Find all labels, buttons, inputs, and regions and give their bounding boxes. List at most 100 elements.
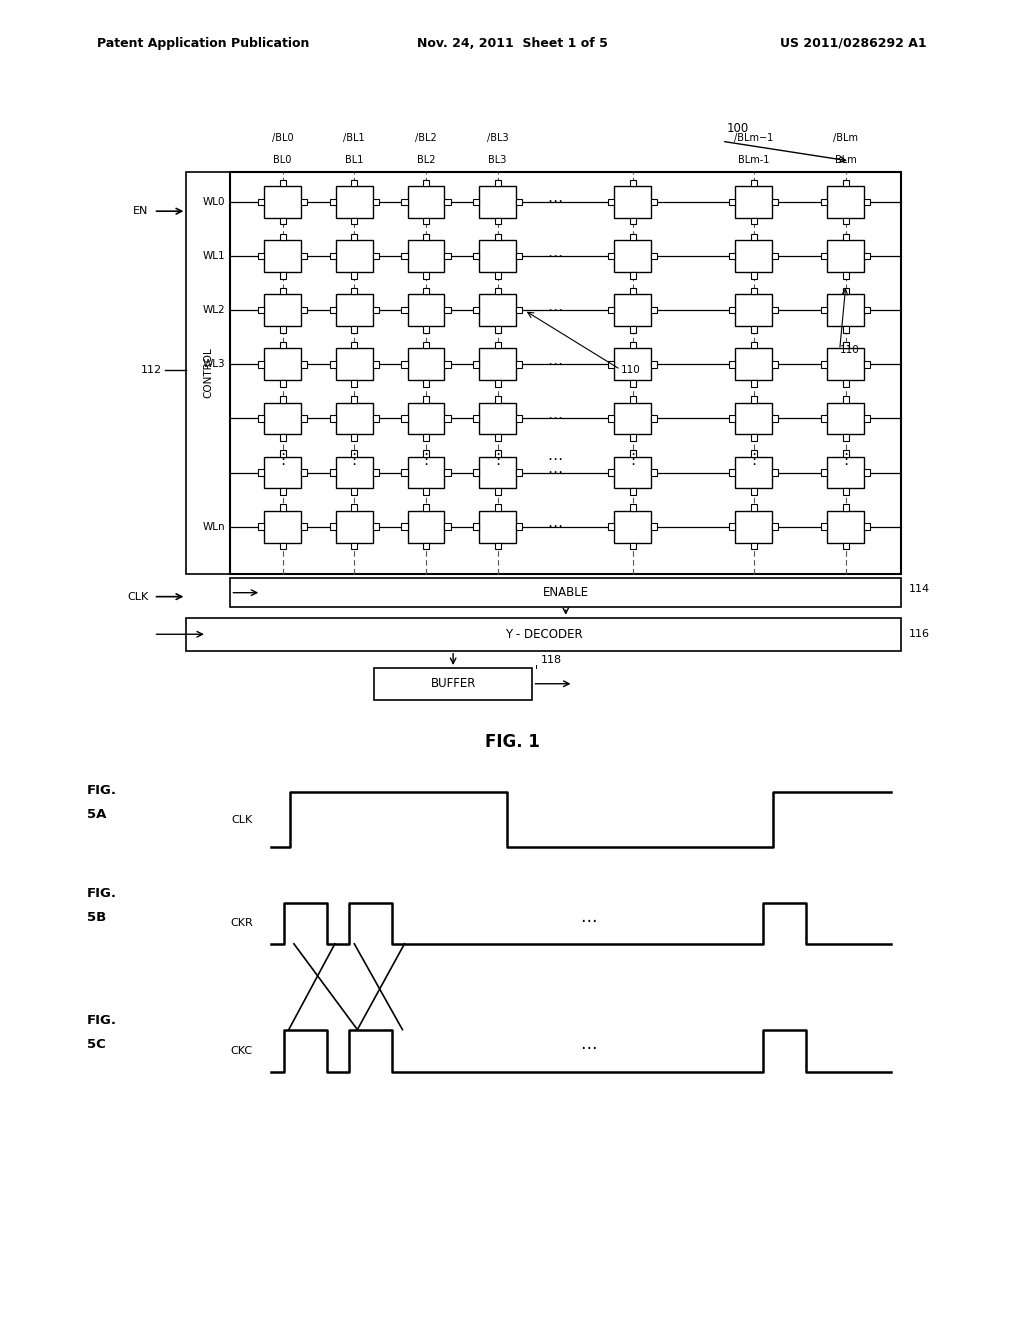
Bar: [264, 294, 301, 326]
Bar: [608, 199, 614, 205]
Bar: [751, 218, 757, 224]
Bar: [843, 396, 849, 403]
Text: BL2: BL2: [417, 154, 435, 165]
Bar: [729, 199, 735, 205]
Bar: [280, 380, 286, 387]
Bar: [772, 523, 778, 529]
Text: /BLm−1: /BLm−1: [734, 132, 773, 143]
Text: BL3: BL3: [488, 154, 507, 165]
Bar: [401, 469, 408, 475]
Bar: [479, 240, 516, 272]
Bar: [336, 240, 373, 272]
Bar: [651, 360, 657, 367]
Text: FIG.: FIG.: [87, 887, 117, 900]
Bar: [373, 253, 379, 259]
Text: BLm: BLm: [835, 154, 857, 165]
Text: FIG.: FIG.: [87, 784, 117, 797]
Bar: [408, 186, 444, 218]
Bar: [630, 488, 636, 495]
Bar: [408, 348, 444, 380]
Bar: [821, 414, 827, 421]
Bar: [280, 504, 286, 511]
Text: 112: 112: [140, 364, 162, 375]
Bar: [864, 469, 870, 475]
Bar: [423, 326, 429, 333]
Bar: [373, 469, 379, 475]
Text: FIG. 1: FIG. 1: [484, 733, 540, 751]
Bar: [280, 543, 286, 549]
Bar: [351, 396, 357, 403]
Bar: [516, 469, 522, 475]
Bar: [495, 180, 501, 186]
Bar: [751, 180, 757, 186]
Bar: [351, 326, 357, 333]
Text: Nov. 24, 2011  Sheet 1 of 5: Nov. 24, 2011 Sheet 1 of 5: [417, 37, 607, 50]
Bar: [258, 253, 264, 259]
Bar: [630, 272, 636, 279]
Bar: [280, 488, 286, 495]
Text: 5C: 5C: [87, 1038, 105, 1051]
Bar: [827, 457, 864, 488]
Bar: [186, 172, 230, 574]
Bar: [772, 414, 778, 421]
Bar: [264, 511, 301, 543]
Bar: [651, 253, 657, 259]
Bar: [772, 199, 778, 205]
Bar: [408, 294, 444, 326]
Text: ⋯: ⋯: [548, 465, 562, 480]
Bar: [729, 306, 735, 313]
Bar: [408, 511, 444, 543]
Bar: [630, 380, 636, 387]
Bar: [843, 543, 849, 549]
Bar: [751, 434, 757, 441]
Bar: [330, 360, 336, 367]
Text: /BL0: /BL0: [271, 132, 294, 143]
Bar: [608, 253, 614, 259]
Bar: [614, 186, 651, 218]
Bar: [351, 543, 357, 549]
Bar: [280, 234, 286, 240]
Bar: [751, 488, 757, 495]
Bar: [473, 523, 479, 529]
Bar: [827, 294, 864, 326]
Bar: [751, 272, 757, 279]
Bar: [301, 199, 307, 205]
Text: ⋮: ⋮: [626, 451, 640, 467]
Bar: [495, 504, 501, 511]
Bar: [735, 457, 772, 488]
Bar: [444, 414, 451, 421]
Bar: [373, 414, 379, 421]
Bar: [735, 294, 772, 326]
Bar: [401, 360, 408, 367]
Bar: [651, 523, 657, 529]
Bar: [772, 306, 778, 313]
Bar: [280, 326, 286, 333]
Bar: [479, 403, 516, 434]
Bar: [301, 360, 307, 367]
Bar: [280, 396, 286, 403]
Text: /BL1: /BL1: [343, 132, 366, 143]
Bar: [751, 326, 757, 333]
Bar: [495, 396, 501, 403]
Bar: [608, 306, 614, 313]
Bar: [280, 218, 286, 224]
Bar: [630, 543, 636, 549]
Bar: [843, 234, 849, 240]
Bar: [336, 511, 373, 543]
Bar: [772, 253, 778, 259]
Bar: [374, 668, 532, 700]
Bar: [336, 186, 373, 218]
Bar: [821, 253, 827, 259]
Text: 5B: 5B: [87, 911, 106, 924]
Bar: [495, 234, 501, 240]
Text: ⋮: ⋮: [347, 451, 361, 467]
Bar: [843, 450, 849, 457]
Bar: [864, 306, 870, 313]
Bar: [630, 180, 636, 186]
Bar: [336, 457, 373, 488]
Bar: [827, 348, 864, 380]
Bar: [614, 511, 651, 543]
Bar: [444, 253, 451, 259]
Text: CLK: CLK: [231, 814, 253, 825]
Bar: [258, 469, 264, 475]
